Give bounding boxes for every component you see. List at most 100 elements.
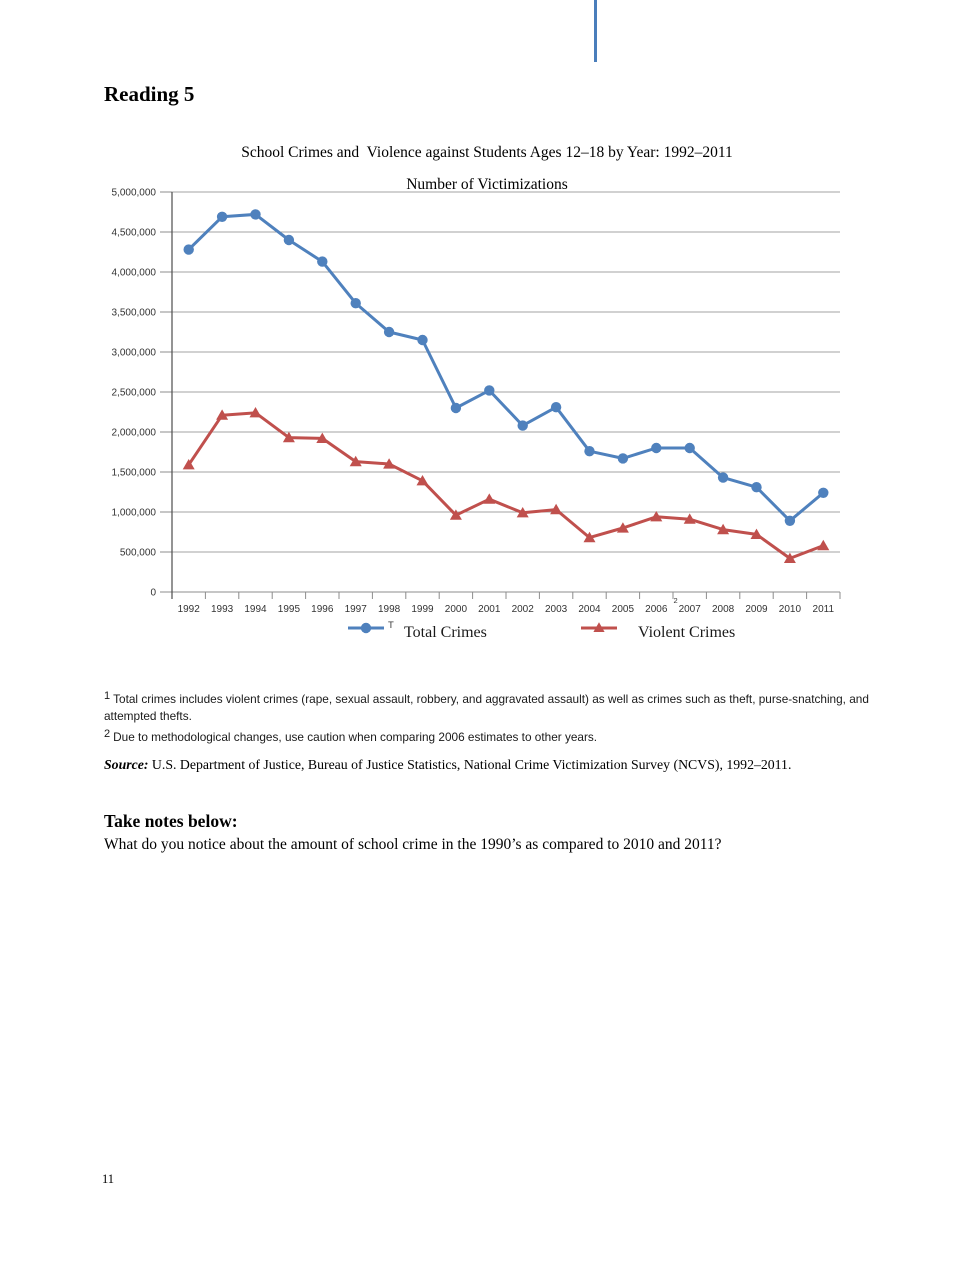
footnote-1-marker: 1 [104,690,111,702]
svg-text:2002: 2002 [512,604,535,615]
total-crimes-point-1996 [317,256,328,267]
violent-crimes-point-1994 [249,407,262,418]
violent-crimes-point-2001 [483,493,496,504]
svg-text:1996: 1996 [311,604,334,615]
svg-text:2,500,000: 2,500,000 [112,388,157,399]
svg-text:3,000,000: 3,000,000 [112,348,157,359]
violent-crimes-point-1998 [383,458,396,469]
total-crimes-point-2001 [484,385,495,396]
violent-crimes-point-1993 [216,409,229,420]
victimizations-line-chart: 0 500,000 1,000,000 1,500,000 2,000,000 2,500… [112,188,841,615]
svg-text:5,000,000: 5,000,000 [112,188,157,199]
series-total-crimes [183,209,829,526]
violent-crimes-point-2011 [817,539,830,551]
x-axis-ticks [171,592,841,599]
svg-text:1992: 1992 [178,604,201,615]
svg-text:500,000: 500,000 [120,548,157,559]
legend-remnant-text: T [388,620,394,631]
violent-crimes-point-1997 [349,455,362,467]
total-crimes-point-1994 [250,209,261,220]
footnote-2-text: Due to methodological changes, use cauti… [113,730,598,744]
svg-text:1998: 1998 [378,604,401,615]
chart-title: School Crimes and Violence against Stude… [241,144,733,161]
violent-crimes-line [187,411,825,560]
total-crimes-point-2005 [617,453,629,464]
total-crimes-point-2000 [450,402,462,414]
total-crimes-point-1999 [417,334,428,346]
svg-text:0: 0 [150,588,156,599]
page-number: 11 [102,1172,115,1186]
top-margin-rule [594,0,597,62]
footnote-2: 2 Due to methodological changes, use caut… [104,729,916,746]
total-crimes-point-2004 [584,446,595,457]
svg-text:2011: 2011 [813,604,835,615]
violent-crimes-point-2010 [783,552,796,563]
page-title: Reading 5 [104,82,195,106]
legend-label-total-crimes: Total Crimes [402,624,489,642]
y-axis-labels: 0 500,000 1,000,000 1,500,000 2,000,000 2,500… [112,188,157,599]
total-crimes-point-2008 [717,472,729,483]
total-crimes-point-1995 [283,234,295,246]
total-crimes-point-1992 [183,244,194,255]
total-crimes-point-1997 [350,298,361,309]
violent-crimes-point-2003 [550,503,563,515]
svg-text:2001: 2001 [478,604,501,615]
x-axis-labels: 1992 1993 1994 1995 1996 1997 1998 1999 2000 2001… [178,604,835,615]
violent-crimes-point-2002 [516,507,529,518]
svg-text:2007: 2007 [679,604,702,615]
total-crimes-point-2003 [550,402,562,413]
svg-text:2003: 2003 [545,604,568,615]
svg-text:2005: 2005 [612,604,635,615]
violent-crimes-point-1995 [282,431,295,443]
svg-text:2000: 2000 [445,604,468,615]
svg-text:4,000,000: 4,000,000 [112,268,157,279]
total-crimes-point-2010 [784,515,796,526]
total-crimes-point-2011 [818,487,829,498]
violent-crimes-point-2004 [583,531,596,543]
violent-crimes-point-2008 [717,523,730,535]
svg-text:3,500,000: 3,500,000 [112,308,157,319]
svg-text:1997: 1997 [345,604,368,615]
total-crimes-point-2007 [684,442,695,454]
svg-text:2006: 2006 [645,604,668,615]
violent-crimes-point-1999 [416,475,429,486]
legend-marker-violent-crimes [581,622,617,632]
source-line: Source: U.S. Department of Justice, Bure… [104,757,934,773]
violent-crimes-point-2007 [683,513,696,524]
source-label: Source: [104,757,149,772]
violent-crimes-point-2009 [750,528,763,539]
svg-text:1,500,000: 1,500,000 [112,468,157,479]
legend-label-violent-crimes: Violent Crimes [636,624,738,642]
notes-question: What do you notice about the amount of s… [104,836,722,853]
svg-text:1999: 1999 [411,604,434,615]
svg-text:1,000,000: 1,000,000 [112,508,157,519]
footnote-2-marker: 2 [104,728,111,740]
svg-text:2008: 2008 [712,604,735,615]
total-crimes-point-2006 [651,442,662,454]
violent-crimes-point-2005 [616,522,629,533]
take-notes-heading: Take notes below: [104,811,238,831]
series-violent-crimes [182,407,830,563]
svg-text:1995: 1995 [278,604,301,615]
svg-text:2009: 2009 [745,604,768,615]
violent-crimes-point-1996 [316,432,329,443]
footnote-1: 1 Total crimes includes violent crimes (r… [104,691,916,725]
chart-subtitle: Number of Victimizations [406,176,568,193]
violent-crimes-point-2000 [449,509,462,520]
violent-crimes-point-1992 [182,459,195,470]
total-crimes-line [187,212,825,523]
total-crimes-point-2002 [517,420,528,431]
total-crimes-point-1998 [383,326,395,338]
violent-crimes-point-2006 [650,511,663,522]
svg-text:1993: 1993 [211,604,234,615]
footnote-1-text: Total crimes includes violent crimes (ra… [104,692,869,723]
svg-text:2,000,000: 2,000,000 [112,428,157,439]
svg-text:2010: 2010 [779,604,802,615]
x-axis-footnote-marker: 2 [674,596,678,605]
source-text: U.S. Department of Justice, Bureau of Ju… [148,757,792,772]
total-crimes-point-2009 [751,482,762,493]
svg-text:2004: 2004 [578,604,601,615]
total-crimes-point-1993 [216,211,228,222]
svg-text:1994: 1994 [244,604,267,615]
